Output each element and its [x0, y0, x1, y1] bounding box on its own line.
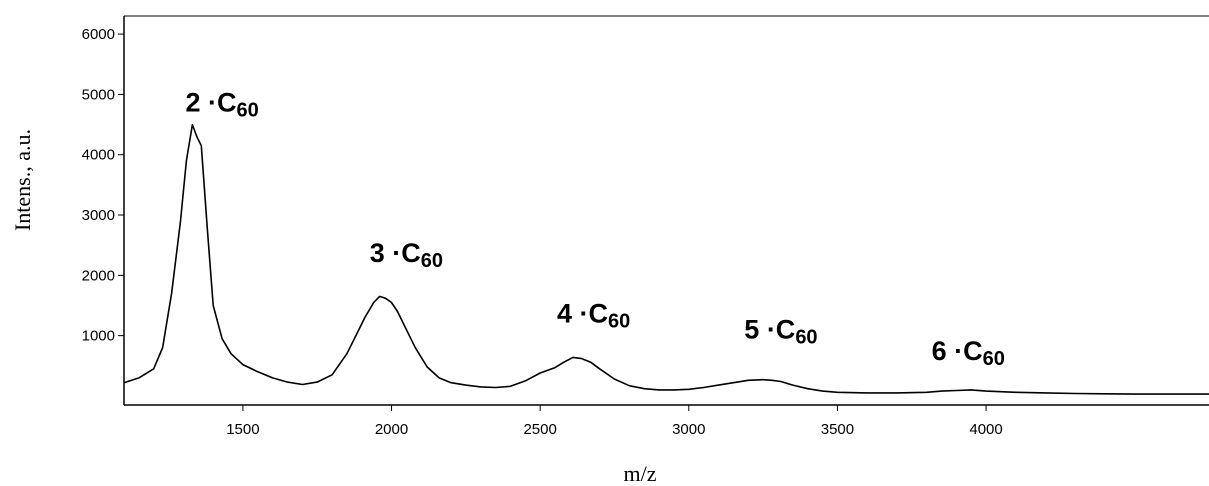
x-tick-label: 3000 — [672, 421, 705, 438]
x-tick-label: 1500 — [226, 421, 259, 438]
peak-label-base: 6 ·C — [932, 336, 983, 366]
peak-label-base: 2 ·C — [185, 87, 236, 117]
x-axis-title: m/z — [624, 461, 657, 486]
peak-label-subscript: 60 — [795, 327, 817, 349]
peak-label: 6 ·C60 — [932, 336, 1005, 370]
x-tick-label: 3500 — [821, 421, 854, 438]
peak-label: 4 ·C60 — [557, 298, 630, 332]
x-axis-ticks: 1500 2000 2500 3000 3500 4000 — [226, 405, 1003, 438]
x-tick-label: 2500 — [523, 421, 556, 438]
peak-label-subscript: 60 — [236, 99, 258, 121]
peak-label: 2 ·C60 — [185, 87, 258, 121]
y-tick-label: 5000 — [82, 86, 115, 103]
peak-label-subscript: 60 — [421, 250, 443, 272]
y-axis-title: Intens., a.u. — [10, 129, 35, 231]
x-tick-label: 4000 — [969, 421, 1002, 438]
peak-label: 5 ·C60 — [744, 315, 817, 349]
y-tick-label: 1000 — [82, 328, 115, 345]
y-axis-ticks: 1000 2000 3000 4000 5000 6000 — [82, 26, 124, 345]
y-tick-label: 3000 — [82, 207, 115, 224]
y-tick-label: 4000 — [82, 147, 115, 164]
peak-label-subscript: 60 — [983, 348, 1005, 370]
peak-label-base: 5 ·C — [744, 315, 795, 345]
peak-label-base: 3 ·C — [370, 238, 421, 268]
spectrum-series-line — [123, 123, 1209, 395]
y-tick-label: 6000 — [82, 26, 115, 43]
peak-label: 3 ·C60 — [370, 238, 443, 272]
peak-label-subscript: 60 — [608, 310, 630, 332]
x-tick-label: 2000 — [375, 421, 408, 438]
y-tick-label: 2000 — [82, 267, 115, 284]
plot-frame — [123, 15, 1209, 406]
peak-label-base: 4 ·C — [557, 298, 608, 328]
